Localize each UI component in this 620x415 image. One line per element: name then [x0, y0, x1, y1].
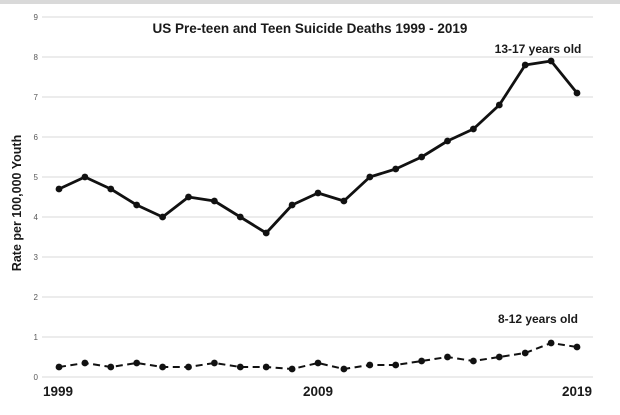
y-tick-label: 0: [34, 373, 39, 382]
data-point: [547, 339, 555, 347]
gridlines: [42, 16, 593, 378]
series-line-8-12: [58, 342, 578, 370]
x-tick-label-1999: 1999: [43, 384, 73, 399]
data-point: [418, 357, 425, 365]
data-point: [107, 363, 115, 371]
data-point: [521, 61, 529, 69]
y-tick-label: 4: [34, 213, 39, 222]
x-tick-label-2019: 2019: [562, 384, 592, 399]
data-point: [444, 137, 451, 145]
data-point: [262, 363, 270, 371]
y-axis-tick-labels: 0 1 2 3 4 5 6 7 8 9: [34, 13, 39, 382]
plot-series: [55, 57, 581, 373]
data-point: [211, 359, 218, 367]
data-point: [185, 363, 192, 371]
data-point: [236, 213, 244, 221]
data-point: [547, 57, 555, 65]
y-tick-label: 8: [34, 53, 39, 62]
data-point: [521, 349, 529, 357]
data-point: [495, 101, 503, 109]
y-tick-label: 7: [34, 93, 39, 102]
data-point: [470, 357, 477, 365]
data-point: [81, 173, 89, 181]
y-tick-label: 1: [34, 333, 39, 342]
data-point: [211, 197, 218, 205]
y-tick-label: 9: [34, 13, 39, 22]
data-point: [262, 229, 270, 237]
data-point: [392, 361, 400, 369]
series-label-8-12-years-old: 8-12 years old: [498, 312, 578, 326]
x-tick-label-2009: 2009: [303, 384, 333, 399]
data-point: [314, 189, 322, 197]
data-point: [107, 185, 115, 193]
data-point: [288, 201, 296, 209]
chart-title: US Pre-teen and Teen Suicide Deaths 1999…: [153, 21, 468, 36]
data-point: [133, 201, 141, 209]
data-point: [573, 343, 581, 351]
data-point: [444, 353, 451, 361]
data-point: [236, 363, 244, 371]
window-top-edge: [0, 0, 620, 4]
data-point: [418, 153, 425, 161]
data-point: [81, 359, 89, 367]
data-point: [392, 165, 400, 173]
y-axis-title: Rate per 100,000 Youth: [10, 135, 24, 271]
data-point: [185, 193, 192, 201]
y-tick-label: 5: [34, 173, 39, 182]
data-point: [133, 359, 141, 367]
data-point: [288, 365, 296, 373]
data-point: [470, 125, 477, 133]
data-point: [495, 353, 503, 361]
y-tick-label: 3: [34, 253, 39, 262]
y-tick-label: 6: [34, 133, 39, 142]
data-point: [366, 173, 374, 181]
data-point: [366, 361, 374, 369]
y-tick-label: 2: [34, 293, 39, 302]
data-point: [159, 213, 167, 221]
data-point: [340, 365, 348, 373]
series-label-13-17-years-old: 13-17 years old: [495, 42, 582, 56]
data-point: [55, 185, 63, 193]
data-point: [340, 197, 348, 205]
data-point: [55, 363, 63, 371]
data-point: [159, 363, 167, 371]
data-point: [573, 89, 581, 97]
data-point: [314, 359, 322, 367]
